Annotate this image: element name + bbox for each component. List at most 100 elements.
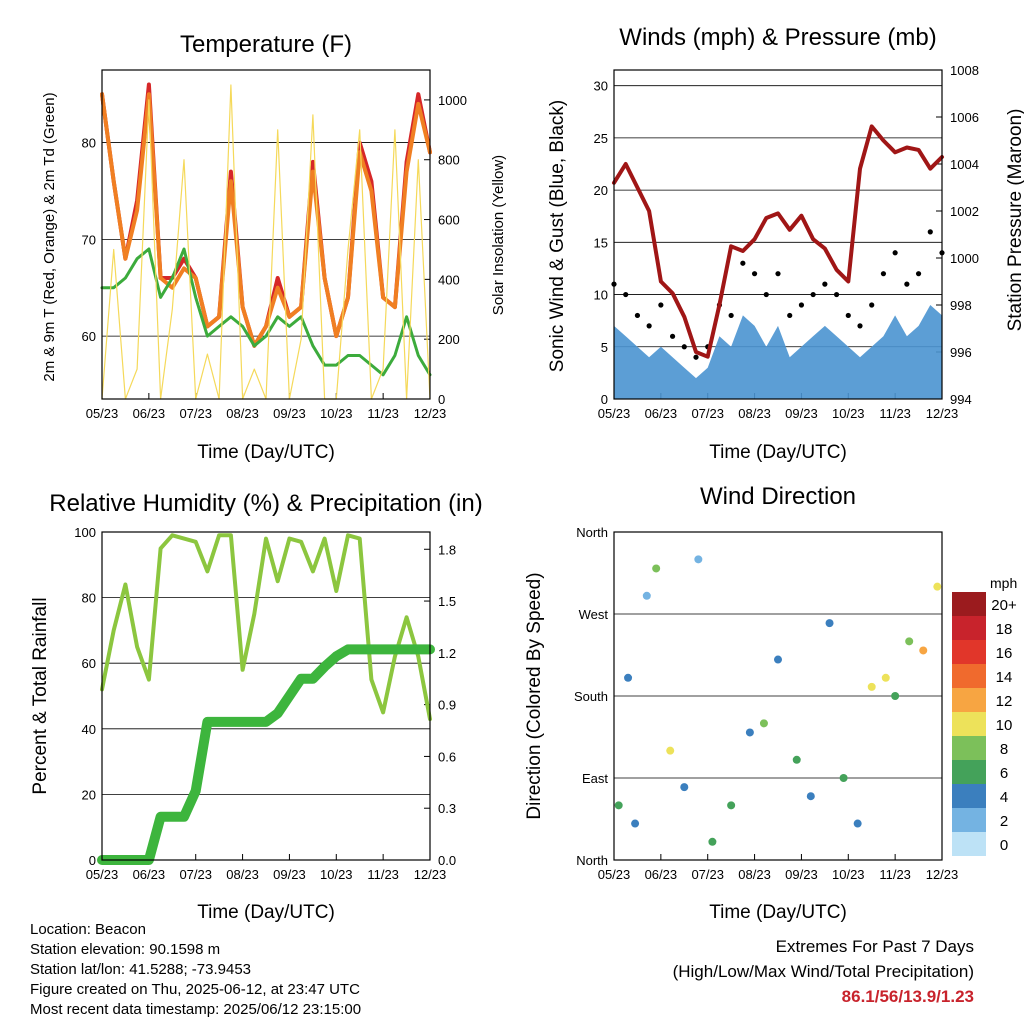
- x-tick-label: 12/23: [926, 406, 959, 421]
- winds-plot-area: 05/23 06/23 07/23 08/23 09/23 10/23 11/23 12/23…: [594, 63, 979, 421]
- gust-point: [763, 291, 769, 298]
- y-tick-label: North: [576, 525, 608, 540]
- gust-point: [728, 312, 734, 319]
- direction-point: [774, 655, 782, 664]
- series-line-total-rainfall: [97, 644, 435, 865]
- gust-point: [787, 312, 793, 319]
- x-tick-label: 08/23: [738, 867, 771, 882]
- x-tick-label: 10/23: [832, 867, 865, 882]
- y2-tick-label: 1002: [950, 204, 979, 219]
- direction-point: [624, 673, 633, 682]
- x-tick-label: 11/23: [367, 867, 399, 882]
- x-tick-label: 05/23: [86, 867, 119, 882]
- series-line-2m-td: [100, 247, 432, 377]
- x-tick-label: 12/23: [414, 867, 447, 882]
- gust-point: [833, 291, 840, 298]
- y-tick-label: 0: [601, 392, 608, 407]
- direction-point: [642, 591, 651, 600]
- station-latlon: Station lat/lon: 41.5288; -73.9453: [30, 961, 252, 978]
- colorbar-swatch: [952, 808, 986, 832]
- gust-point: [681, 344, 687, 350]
- colorbar-label: 12: [996, 693, 1013, 710]
- extremes-title: Extremes For Past 7 Days: [775, 937, 974, 956]
- humidity-xlabel: Time (Day/UTC): [197, 902, 335, 923]
- y2-tick-label: 1.5: [438, 594, 456, 609]
- colorbar-label: 0: [1000, 837, 1008, 854]
- figure-created: Figure created on Thu, 2025-06-12, at 23…: [30, 981, 360, 998]
- y2-tick-label: 994: [950, 392, 972, 407]
- temperature-panel: Temperature (F) Time (Day/UTC) 2m & 9m T…: [41, 31, 507, 463]
- y-tick-label: East: [582, 771, 608, 786]
- humidity-panel: Relative Humidity (%) & Precipitation (i…: [30, 490, 483, 923]
- gust-point: [822, 281, 828, 287]
- x-tick-label: 12/23: [414, 406, 447, 421]
- temperature-plot-area: 05/23 06/23 07/23 08/23 09/23 10/23 11/23 12/23…: [82, 69, 467, 421]
- x-tick-label: 08/23: [226, 867, 259, 882]
- colorbar-swatch: [952, 784, 986, 808]
- x-tick-label: 05/23: [86, 406, 119, 421]
- x-tick-label: 07/23: [691, 406, 724, 421]
- x-tick-label: 09/23: [785, 867, 818, 882]
- y-tick-label: 25: [594, 131, 608, 146]
- y2-tick-label: 800: [438, 153, 460, 168]
- y-tick-label: 80: [82, 591, 96, 606]
- direction-point: [839, 774, 848, 782]
- y-tick-label: 70: [82, 232, 96, 247]
- gust-point: [845, 312, 851, 319]
- x-tick-label: 09/23: [273, 406, 306, 421]
- y2-tick-label: 0.9: [438, 698, 456, 713]
- temperature-xlabel: Time (Day/UTC): [197, 442, 335, 463]
- humidity-ylabel-left: Percent & Total Rainfall: [30, 597, 51, 794]
- gust-point: [798, 302, 805, 308]
- winds-xlabel: Time (Day/UTC): [709, 442, 847, 463]
- station-location: Location: Beacon: [30, 921, 146, 938]
- y-tick-label: North: [576, 853, 608, 868]
- recent-timestamp: Most recent data timestamp: 2025/06/12 2…: [30, 1001, 362, 1018]
- direction-point: [614, 801, 623, 810]
- colorbar-label: 2: [1000, 813, 1008, 830]
- humidity-title: Relative Humidity (%) & Precipitation (i…: [49, 490, 482, 517]
- y-tick-label: 100: [74, 525, 96, 540]
- plot-frame: [613, 531, 943, 861]
- direction-point: [825, 619, 834, 628]
- y-tick-label: 15: [594, 235, 608, 250]
- winds-ylabel-left: Sonic Wind & Gust (Blue, Black): [547, 100, 568, 372]
- gust-point: [810, 291, 816, 298]
- y-tick-label: 20: [594, 183, 608, 198]
- y2-tick-label: 0.3: [438, 801, 456, 816]
- direction-point: [867, 682, 876, 691]
- extremes-values: 86.1/56/13.9/1.23: [841, 987, 974, 1006]
- x-tick-label: 10/23: [320, 867, 353, 882]
- direction-point: [853, 819, 862, 828]
- gust-point: [646, 323, 652, 329]
- direction-point: [727, 801, 736, 810]
- temperature-ylabel-left: 2m & 9m T (Red, Orange) & 2m Td (Green): [41, 92, 58, 381]
- colorbar-swatch: [952, 760, 986, 784]
- gust-point: [857, 323, 863, 329]
- gust-point: [904, 281, 910, 287]
- x-tick-label: 10/23: [320, 406, 353, 421]
- y2-tick-label: 1.2: [438, 646, 456, 661]
- series-line-relative-humidity: [100, 533, 432, 721]
- x-tick-label: 05/23: [598, 406, 631, 421]
- y-tick-label: 80: [82, 136, 96, 151]
- plot-frame: [101, 531, 431, 861]
- colorbar-swatch: [952, 640, 986, 664]
- direction-point: [759, 719, 768, 728]
- x-tick-label: 09/23: [273, 867, 306, 882]
- y2-tick-label: 0.6: [438, 749, 456, 764]
- direction-point: [631, 819, 640, 828]
- direction-ylabel-left: Direction (Colored By Speed): [524, 572, 545, 819]
- direction-point: [652, 564, 661, 573]
- gust-point: [623, 291, 629, 298]
- colorbar-label: 16: [996, 645, 1013, 662]
- colorbar-label: 20+: [991, 597, 1017, 614]
- x-tick-label: 05/23: [598, 867, 631, 882]
- y2-tick-label: 1000: [950, 251, 979, 266]
- plot-frame: [613, 69, 943, 400]
- direction-point: [745, 728, 754, 737]
- y-tick-label: 10: [594, 288, 608, 303]
- x-tick-label: 07/23: [179, 867, 212, 882]
- direction-point: [708, 837, 717, 846]
